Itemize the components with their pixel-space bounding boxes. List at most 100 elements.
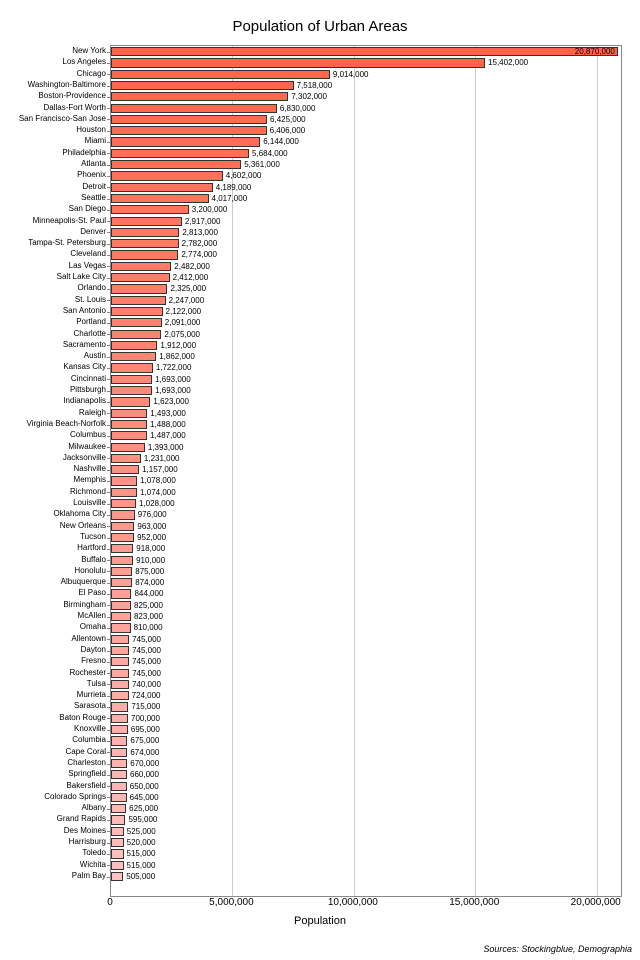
bar-row: 963,000 <box>111 521 621 532</box>
y-tick-mark <box>107 877 111 878</box>
bar <box>111 126 267 135</box>
sources-text: Sources: Stockingblue, Demographia <box>483 944 632 954</box>
bar-row: 520,000 <box>111 837 621 848</box>
bar <box>111 544 133 553</box>
bar-row: 3,200,000 <box>111 204 621 215</box>
bar-row: 670,000 <box>111 758 621 769</box>
bar-row: 1,693,000 <box>111 385 621 396</box>
bar <box>111 330 161 339</box>
y-tick-mark <box>107 436 111 437</box>
y-tick-mark <box>107 221 111 222</box>
bar-row: 745,000 <box>111 668 621 679</box>
bar <box>111 702 128 711</box>
bar-row: 2,091,000 <box>111 317 621 328</box>
bar-value-label: 825,000 <box>131 600 163 611</box>
bar-value-label: 3,200,000 <box>189 204 228 215</box>
y-axis-label: Springfield <box>68 768 106 779</box>
y-tick-mark <box>107 492 111 493</box>
bar-value-label: 745,000 <box>129 645 161 656</box>
y-tick-mark <box>107 52 111 53</box>
bar <box>111 748 127 757</box>
bar-row: 7,518,000 <box>111 80 621 91</box>
bar-value-label: 745,000 <box>129 668 161 679</box>
y-axis-label: Sacramento <box>63 339 106 350</box>
bar-value-label: 1,623,000 <box>150 396 189 407</box>
bar <box>111 58 485 67</box>
y-tick-mark <box>107 797 111 798</box>
bar <box>111 578 132 587</box>
y-tick-mark <box>107 131 111 132</box>
y-axis-label: El Paso <box>78 587 106 598</box>
y-axis-label: Houston <box>76 124 106 135</box>
bar-value-label: 2,325,000 <box>167 283 206 294</box>
y-axis-label: Phoenix <box>77 169 106 180</box>
y-axis-label: Orlando <box>78 282 106 293</box>
bar-value-label: 1,862,000 <box>156 351 195 362</box>
bar <box>111 488 137 497</box>
bar <box>111 815 125 824</box>
y-tick-mark <box>107 786 111 787</box>
bar-value-label: 525,000 <box>124 826 156 837</box>
y-tick-mark <box>107 458 111 459</box>
bar-value-label: 844,000 <box>131 588 163 599</box>
bar-row: 1,028,000 <box>111 498 621 509</box>
y-axis-label: New York <box>72 45 106 56</box>
y-tick-mark <box>107 142 111 143</box>
bar-value-label: 5,684,000 <box>249 148 288 159</box>
y-tick-mark <box>107 402 111 403</box>
bar-row: 724,000 <box>111 690 621 701</box>
y-tick-mark <box>107 86 111 87</box>
bar-value-label: 2,075,000 <box>161 329 200 340</box>
bar <box>111 635 129 644</box>
y-tick-mark <box>107 571 111 572</box>
bar-value-label: 2,247,000 <box>166 295 205 306</box>
bar-value-label: 645,000 <box>127 792 159 803</box>
bar-value-label: 670,000 <box>127 758 159 769</box>
y-axis-label: Minneapolis-St. Paul <box>33 215 106 226</box>
bar-value-label: 2,774,000 <box>178 249 217 260</box>
bar-row: 2,782,000 <box>111 238 621 249</box>
bar-row: 740,000 <box>111 679 621 690</box>
y-axis-label: Colorado Springs <box>44 791 106 802</box>
y-axis-label: Austin <box>84 350 106 361</box>
bar <box>111 228 179 237</box>
bar-value-label: 515,000 <box>124 848 156 859</box>
y-tick-mark <box>107 119 111 120</box>
y-axis-label: Tulsa <box>87 678 106 689</box>
bar-row: 6,144,000 <box>111 136 621 147</box>
x-tick-label: 20,000,000 <box>571 897 621 908</box>
bar-value-label: 740,000 <box>129 679 161 690</box>
bar-row: 7,302,000 <box>111 91 621 102</box>
y-axis-label: Las Vegas <box>69 260 106 271</box>
y-axis-label: Miami <box>85 135 106 146</box>
bar-row: 4,602,000 <box>111 170 621 181</box>
y-tick-mark <box>107 289 111 290</box>
y-tick-mark <box>107 481 111 482</box>
y-tick-mark <box>107 312 111 313</box>
bar <box>111 556 133 565</box>
bar-row: 2,917,000 <box>111 216 621 227</box>
y-tick-mark <box>107 843 111 844</box>
bar-row: 952,000 <box>111 532 621 543</box>
bar-row: 2,325,000 <box>111 283 621 294</box>
bar-value-label: 1,488,000 <box>147 419 186 430</box>
y-axis-label: Jacksonville <box>63 452 106 463</box>
bar-value-label: 700,000 <box>128 713 160 724</box>
bar-value-label: 1,028,000 <box>136 498 175 509</box>
y-axis-label: Dayton <box>81 644 106 655</box>
bar-value-label: 4,017,000 <box>209 193 248 204</box>
y-axis-label: Pittsburgh <box>70 384 106 395</box>
y-axis-label: Washington-Baltimore <box>28 79 106 90</box>
bar-row: 844,000 <box>111 588 621 599</box>
bar-row: 505,000 <box>111 871 621 882</box>
y-axis-label: Wichita <box>80 859 106 870</box>
bar-value-label: 505,000 <box>123 871 155 882</box>
bar-row: 2,247,000 <box>111 295 621 306</box>
y-tick-mark <box>107 345 111 346</box>
bar-row: 1,157,000 <box>111 464 621 475</box>
bar-row: 660,000 <box>111 769 621 780</box>
bar-value-label: 918,000 <box>133 543 165 554</box>
bar-row: 825,000 <box>111 600 621 611</box>
bar <box>111 137 260 146</box>
y-axis-label: Toledo <box>82 847 106 858</box>
